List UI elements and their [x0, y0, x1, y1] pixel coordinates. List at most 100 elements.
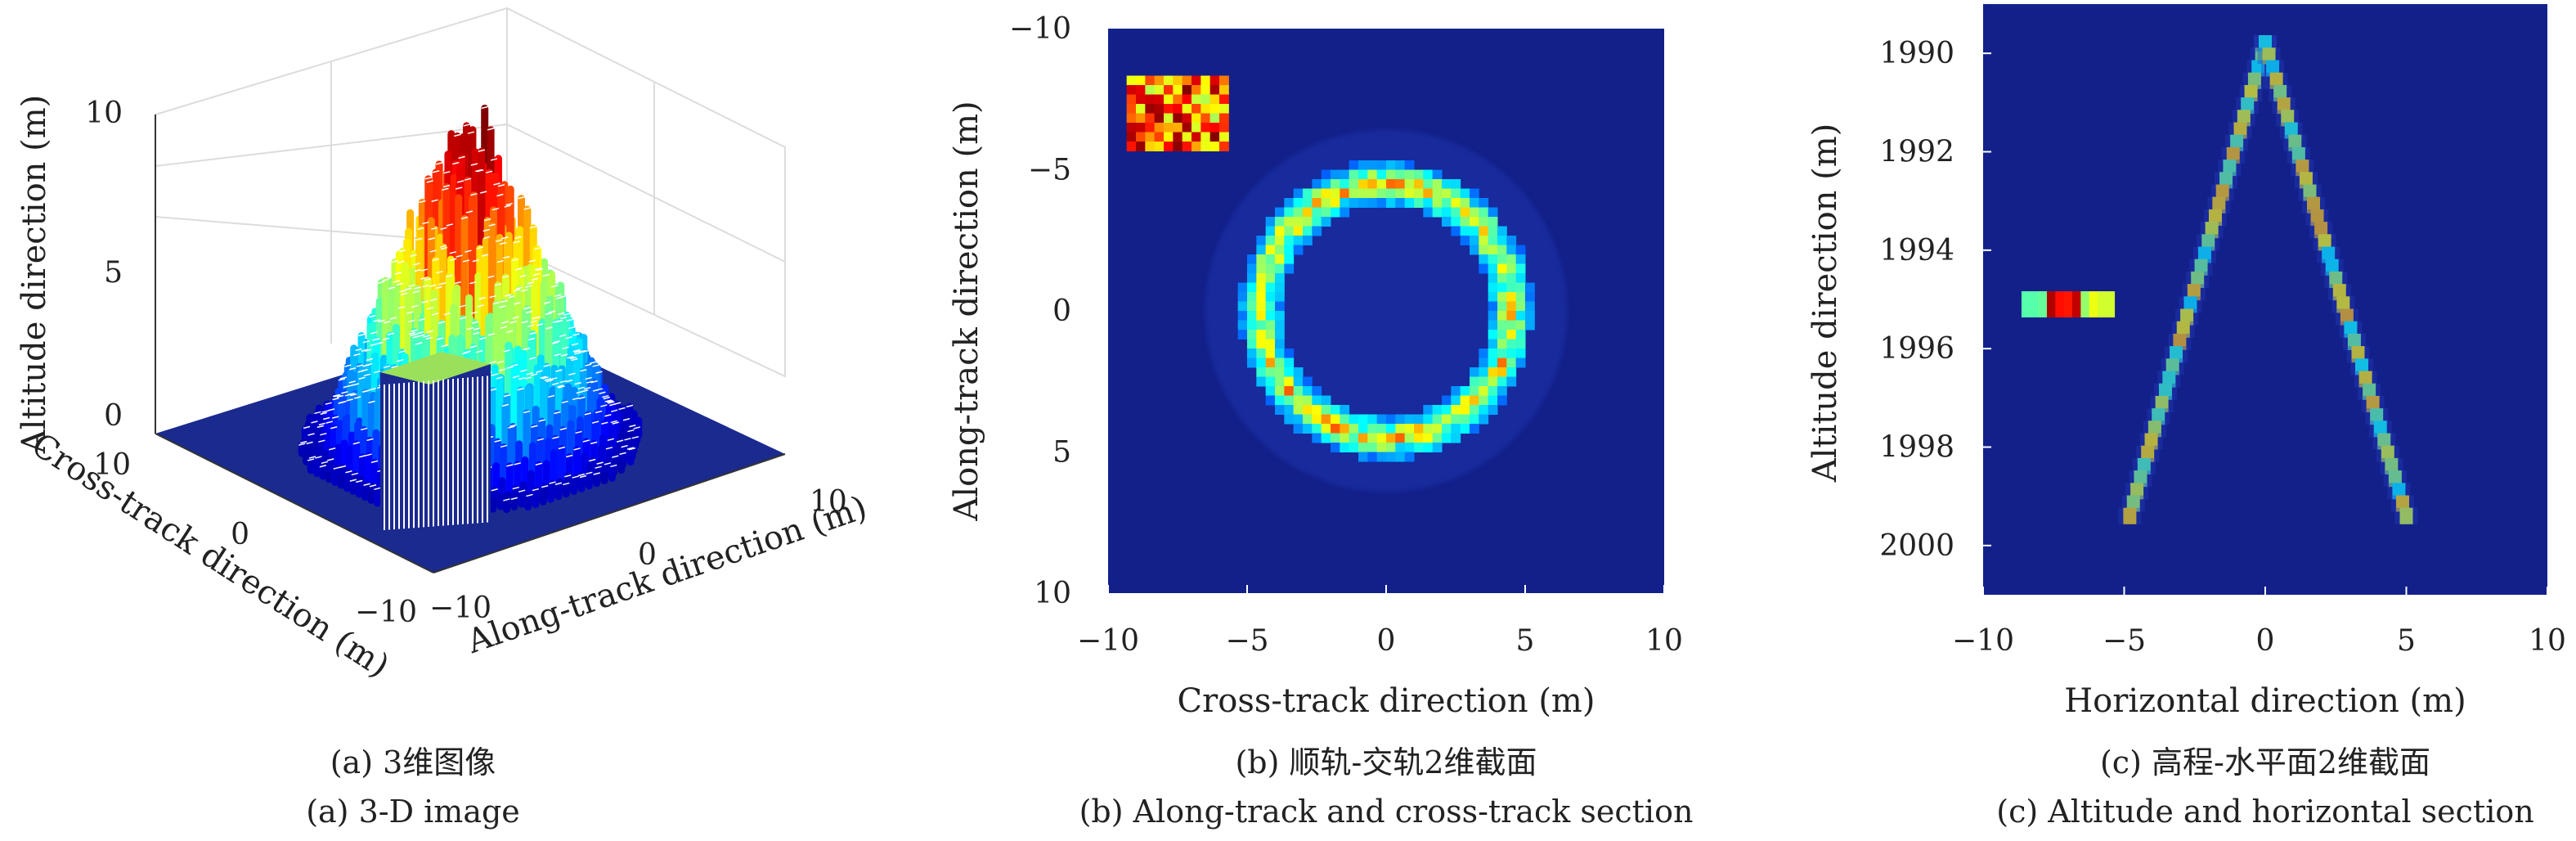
heatmap-cell: [1340, 169, 1350, 180]
surface-mesh-line: [460, 317, 467, 320]
heatmap-cell: [1219, 132, 1229, 142]
heatmap-cell: [1200, 94, 1211, 105]
surface-mesh-line: [503, 349, 510, 353]
surface-mesh-line: [318, 422, 325, 426]
heatmap-cell: [1386, 452, 1396, 462]
surface-mesh-line: [592, 364, 599, 367]
surface-mesh-line: [523, 306, 531, 310]
surface-mesh-line: [536, 370, 543, 373]
heatmap-cell: [1284, 254, 1295, 264]
heatmap-cell: [2162, 371, 2176, 388]
heatmap-halo: [2358, 383, 2381, 400]
heatmap-halo: [2380, 457, 2403, 474]
surface-mesh-line: [470, 192, 478, 196]
surface-mesh-line: [621, 444, 628, 448]
surface-mesh-line: [579, 474, 587, 479]
heatmap-halo: [2298, 184, 2322, 201]
heatmap-cell: [1256, 263, 1267, 274]
surface-mesh-line: [610, 464, 617, 468]
heatmap-cell: [2247, 72, 2261, 89]
surface-mesh-line: [363, 483, 370, 487]
heatmap-cell: [1331, 433, 1340, 443]
heatmap-cell: [1247, 282, 1257, 293]
heatmap-cell: [1506, 320, 1517, 331]
heatmap-cell: [1275, 254, 1285, 264]
heatmap-cell: [1256, 349, 1267, 358]
surface-mesh-line: [578, 396, 586, 400]
surface-mesh-line: [368, 400, 375, 404]
heatmap-halo: [2346, 346, 2370, 363]
heatmap-cell: [1265, 386, 1276, 396]
surface-mesh-line: [425, 336, 433, 340]
heatmap-cell: [1358, 424, 1368, 434]
surface-mesh-line: [384, 321, 391, 324]
heatmap-cell: [1340, 207, 1350, 218]
surface-mesh-line: [624, 438, 631, 441]
surface-mesh-line: [553, 340, 560, 344]
surface-mesh-line: [471, 321, 479, 324]
surface-mesh-line: [410, 333, 418, 337]
heatmap-halo: [2368, 420, 2392, 438]
heatmap-cell: [2233, 122, 2247, 139]
surface-mesh-line: [298, 443, 306, 446]
surface-mesh-line: [523, 347, 530, 351]
heatmap-cell: [1265, 292, 1276, 302]
heatmap-cell: [1293, 198, 1304, 208]
surface-mesh-line: [554, 353, 562, 357]
heatmap-cell: [1126, 142, 1137, 151]
heatmap-cell: [1470, 198, 1479, 208]
heatmap-cell: [1470, 376, 1479, 387]
surface-mesh-line: [456, 254, 463, 258]
panel-a-yticklabel: −10: [355, 596, 417, 629]
heatmap-cell: [1321, 405, 1331, 415]
surface-mesh-line: [586, 471, 593, 475]
surface-mesh-line: [473, 331, 480, 335]
y-tick-label: 5: [1052, 436, 1071, 470]
surface-mesh-line: [541, 376, 549, 380]
surface-mesh-line: [321, 461, 329, 465]
surface-mesh-line: [355, 348, 362, 352]
heatmap-cell: [2165, 358, 2179, 376]
surface-mesh-line: [610, 420, 617, 424]
heatmap-cell: [2126, 495, 2140, 512]
heatmap-cell: [1515, 245, 1526, 255]
surface-mesh-line: [370, 460, 379, 464]
heatmap-cell: [1256, 330, 1267, 340]
heatmap-halo: [2257, 47, 2281, 65]
heatmap-cell: [1331, 179, 1340, 189]
heatmap-cell: [1488, 226, 1498, 236]
surface-mesh-line: [369, 387, 376, 391]
heatmap-cell: [2358, 371, 2372, 388]
heatmap-cell: [2329, 271, 2343, 288]
heatmap-cell: [2144, 433, 2158, 450]
heatmap-halo: [2153, 383, 2177, 400]
heatmap-cell: [1284, 263, 1295, 274]
surface-mesh-line: [422, 284, 429, 288]
panel-b-ylabel: Along-track direction (m): [948, 101, 985, 521]
heatmap-cell: [1479, 358, 1489, 368]
surface-mesh-line: [512, 375, 520, 379]
heatmap-cell: [1404, 188, 1415, 199]
heatmap-cell: [1164, 113, 1174, 124]
heatmap-halo: [2242, 72, 2266, 89]
surface-mesh-line: [492, 301, 500, 305]
surface-mesh-line: [571, 343, 579, 346]
surface-mesh-line: [357, 370, 365, 373]
surface-mesh-line: [580, 368, 587, 372]
heatmap-cell: [1256, 320, 1267, 331]
surface-mesh-line: [619, 452, 626, 456]
heatmap-cell: [1136, 123, 1146, 133]
surface-mesh-line: [573, 447, 581, 451]
surface-mesh-line: [501, 236, 509, 240]
surface-mesh-line: [534, 268, 542, 271]
surface-mesh-line: [543, 301, 551, 304]
heatmap-cell: [1470, 226, 1479, 236]
surface-mesh-line: [518, 196, 525, 200]
heatmap-cell: [1237, 301, 1248, 312]
heatmap-cell: [1173, 123, 1183, 133]
surface-mesh-line: [593, 472, 600, 475]
surface-mesh-line: [373, 338, 380, 341]
heatmap-cell: [1460, 414, 1470, 425]
heatmap-cell: [2226, 146, 2240, 164]
heatmap-cell: [1331, 414, 1340, 425]
